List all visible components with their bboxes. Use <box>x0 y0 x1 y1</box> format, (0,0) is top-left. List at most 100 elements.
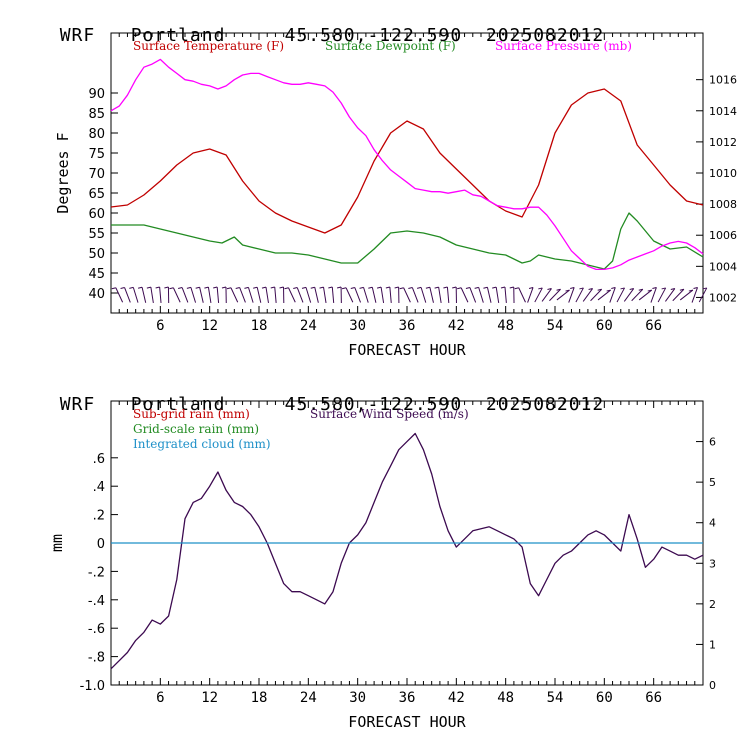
wind-barb-flag <box>661 287 666 290</box>
wind-barb <box>568 287 575 303</box>
wind-barb <box>115 287 124 303</box>
top-y-tick-label: 55 <box>88 227 105 242</box>
bottom-legend-entry: Sub-grid rain (mm) <box>133 407 250 421</box>
wind-barb-flag <box>186 286 192 289</box>
bottom-x-tick-label: 24 <box>300 690 317 706</box>
wind-barb-flag <box>336 286 342 289</box>
wind-barb-flag <box>693 286 698 289</box>
wind-barb-flag <box>310 286 315 289</box>
wind-barb <box>314 287 319 303</box>
wind-barb <box>420 287 427 303</box>
top-x-tick-label: 24 <box>300 318 317 334</box>
wind-barb-flag <box>538 287 543 290</box>
wind-barb-flag <box>169 287 174 290</box>
bottom-y-tick-label: -.8 <box>88 651 105 666</box>
wind-barb <box>323 287 327 303</box>
wind-barb-flag <box>443 286 448 289</box>
wind-barb <box>207 287 212 303</box>
wind-barb-flag <box>620 287 625 290</box>
wind-barb-flag <box>492 286 497 289</box>
bottom-y2-tick-label: 3 <box>709 557 716 570</box>
wind-barb-flag <box>226 287 232 290</box>
bottom-model-label: WRF <box>59 394 96 415</box>
wind-barb <box>124 287 131 303</box>
wind-barb <box>345 287 354 303</box>
wind-barb <box>478 287 484 303</box>
top-y2-tick-label: 1008 <box>709 198 737 211</box>
bottom-y2-tick-label: 4 <box>709 517 716 530</box>
bottom-y2-tick-label: 2 <box>709 598 716 611</box>
wind-barb-flag <box>647 289 652 292</box>
wind-barb-flag <box>146 286 151 289</box>
wind-barb <box>657 287 667 303</box>
wind-barb <box>486 287 492 303</box>
wind-barb <box>239 287 246 303</box>
top-x-tick-label: 12 <box>201 318 218 334</box>
wind-barb <box>549 288 561 302</box>
wind-barb-flag <box>556 288 561 291</box>
wind-barb <box>469 287 477 303</box>
wind-barb-flag <box>670 288 675 291</box>
wind-barb <box>181 287 189 303</box>
bottom-x-tick-label: 12 <box>201 690 218 706</box>
wind-barb-flag <box>474 286 479 289</box>
wind-barb <box>190 287 197 303</box>
wind-barb-flag <box>514 287 519 290</box>
top-y2-tick-label: 1014 <box>709 105 737 118</box>
bottom-x-tick-label: 42 <box>448 690 465 706</box>
wind-barb-flag <box>385 286 390 289</box>
wind-barb-flag <box>350 287 355 290</box>
wind-barb <box>172 287 181 303</box>
wind-barb <box>230 287 239 303</box>
wind-barb <box>527 287 534 303</box>
top-station-label: Portland <box>130 25 226 46</box>
top-y-tick-label: 90 <box>88 87 105 102</box>
wind-barb <box>460 287 469 303</box>
wind-barb <box>504 286 507 304</box>
wind-barb-flag <box>588 288 593 291</box>
wind-barb <box>534 287 543 303</box>
wind-barb-flag <box>457 287 462 290</box>
top-x-tick-label: 18 <box>251 318 268 334</box>
wind-barb-flag <box>408 287 413 290</box>
wind-barb <box>380 287 385 303</box>
bottom-y-tick-label: 0 <box>97 537 105 552</box>
bottom-y-tick-label: -.4 <box>88 594 105 609</box>
top-y-tick-label: 85 <box>88 107 105 122</box>
wind-barb-flag <box>500 286 506 289</box>
wind-barb <box>631 288 644 302</box>
wind-barb-flag <box>253 286 258 289</box>
wind-barb <box>665 288 676 302</box>
top-y-tick-label: 45 <box>88 267 105 282</box>
wind-barb-flag <box>579 287 584 290</box>
wind-barb <box>141 287 147 303</box>
bottom-y-tick-label: .6 <box>93 452 105 467</box>
bottom-x-tick-label: 18 <box>251 690 268 706</box>
bottom-legend-entry: Integrated cloud (mm) <box>133 437 271 451</box>
wind-barb-flag <box>279 286 284 289</box>
wind-barb <box>616 287 625 303</box>
wind-barb <box>256 287 262 303</box>
wind-barb <box>371 287 377 303</box>
wind-barb-flag <box>416 286 422 289</box>
wind-barb-flag <box>483 286 488 289</box>
wind-barb-flag <box>293 287 298 290</box>
bottom-y2-tick-label: 0 <box>709 679 716 692</box>
wind-barb-flag <box>213 286 218 289</box>
wind-barb <box>429 287 434 303</box>
wind-barb <box>331 286 335 304</box>
wind-barb-flag <box>570 286 575 289</box>
wind-barb <box>132 287 139 303</box>
wind-barb-flag <box>597 288 602 291</box>
wind-barb <box>698 287 708 303</box>
bottom-series-line <box>110 432 704 670</box>
wind-barb-flag <box>638 288 643 291</box>
wind-barb-flag <box>261 286 267 289</box>
wind-barb-flag <box>221 286 227 289</box>
wind-barb-flag <box>376 286 382 289</box>
bottom-x-tick-label: 36 <box>399 690 416 706</box>
wind-barb-flag <box>195 286 200 289</box>
wind-barb <box>590 288 603 302</box>
wind-barb <box>216 286 220 304</box>
wind-barb-flag <box>629 288 634 291</box>
